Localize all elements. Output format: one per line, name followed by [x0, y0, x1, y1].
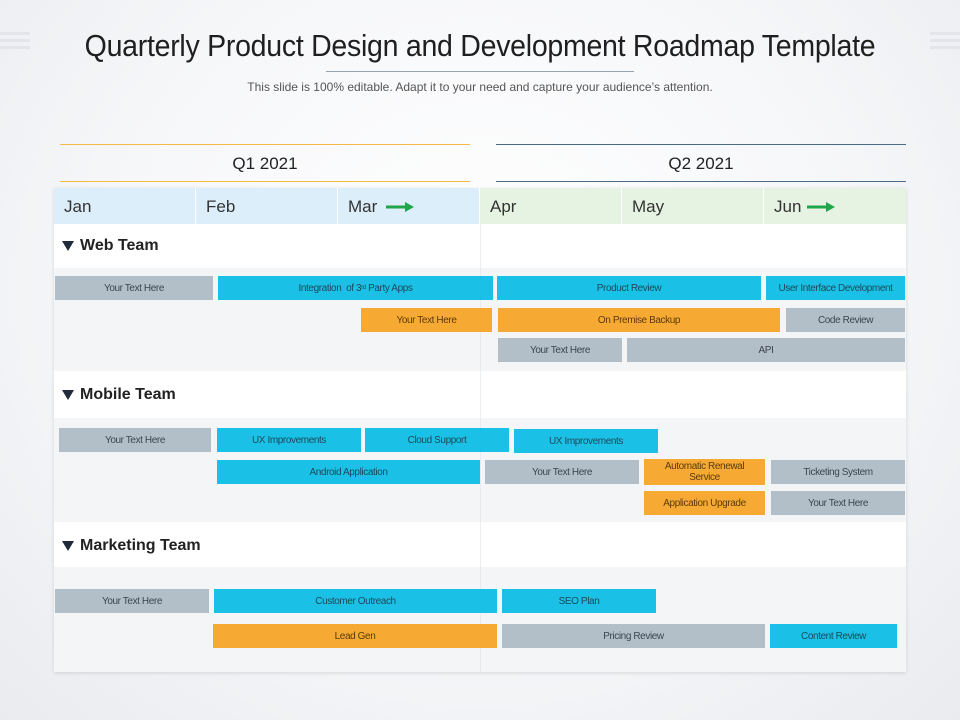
task-bar[interactable]: Your Text Here: [55, 276, 213, 300]
team-name: Mobile Team: [80, 386, 176, 403]
task-bar[interactable]: Ticketing System: [771, 460, 905, 484]
team-header-marketing[interactable]: Marketing Team: [62, 537, 201, 555]
team-name: Web Team: [80, 237, 159, 254]
team-name: Marketing Team: [80, 537, 201, 554]
month-may: May: [622, 188, 764, 224]
slide-title: Quarterly Product Design and Development…: [84, 28, 876, 63]
q1-bottom-line: [60, 181, 470, 182]
task-bar[interactable]: UX Improvements: [514, 429, 658, 453]
month-jan: Jan: [54, 188, 196, 224]
title-underline: [326, 71, 634, 72]
task-bar[interactable]: Cloud Support: [365, 428, 509, 452]
decorative-lines-left: [0, 32, 30, 58]
task-bar[interactable]: Your Text Here: [771, 491, 905, 515]
collapse-triangle-icon[interactable]: [62, 541, 74, 551]
arrow-right-icon: [386, 202, 414, 212]
team-header-web[interactable]: Web Team: [62, 237, 159, 255]
task-bar[interactable]: User Interface Development: [766, 276, 905, 300]
q2-bottom-line: [496, 181, 906, 182]
band-divider: [480, 224, 481, 268]
slide-subtitle: This slide is 100% editable. Adapt it to…: [247, 80, 713, 94]
quarter-label-q2: Q2 2021: [668, 154, 734, 173]
task-bar[interactable]: Pricing Review: [502, 624, 765, 648]
band-divider: [480, 522, 481, 567]
task-bar[interactable]: Lead Gen: [213, 624, 497, 648]
arrow-right-icon: [807, 202, 835, 212]
q1-top-line: [60, 144, 470, 145]
task-bar[interactable]: Content Review: [770, 624, 897, 648]
task-bar[interactable]: Automatic Renewal Service: [644, 459, 765, 485]
decorative-lines-right: [930, 32, 960, 58]
month-jun: Jun: [764, 188, 906, 224]
task-bar[interactable]: SEO Plan: [502, 589, 656, 613]
task-bar[interactable]: Your Text Here: [59, 428, 211, 452]
quarter-label-q1: Q1 2021: [232, 154, 298, 173]
task-bar[interactable]: Your Text Here: [55, 589, 209, 613]
month-apr: Apr: [480, 188, 622, 224]
task-bar[interactable]: Code Review: [786, 308, 905, 332]
task-bar[interactable]: Your Text Here: [361, 308, 492, 332]
task-bar[interactable]: Application Upgrade: [644, 491, 765, 515]
quarter-divider: [480, 567, 481, 672]
month-feb: Feb: [196, 188, 338, 224]
task-bar[interactable]: Your Text Here: [485, 460, 639, 484]
team-header-mobile[interactable]: Mobile Team: [62, 386, 176, 404]
q2-top-line: [496, 144, 906, 145]
task-bar[interactable]: Android Application: [217, 460, 480, 484]
task-bar[interactable]: API: [627, 338, 905, 362]
task-bar[interactable]: Your Text Here: [498, 338, 622, 362]
band-divider: [480, 371, 481, 418]
task-bar[interactable]: UX Improvements: [217, 428, 361, 452]
collapse-triangle-icon[interactable]: [62, 390, 74, 400]
task-bar[interactable]: Product Review: [497, 276, 761, 300]
task-bar[interactable]: On Premise Backup: [498, 308, 780, 332]
collapse-triangle-icon[interactable]: [62, 241, 74, 251]
task-bar[interactable]: Customer Outreach: [214, 589, 497, 613]
quarter-divider: [480, 418, 481, 522]
